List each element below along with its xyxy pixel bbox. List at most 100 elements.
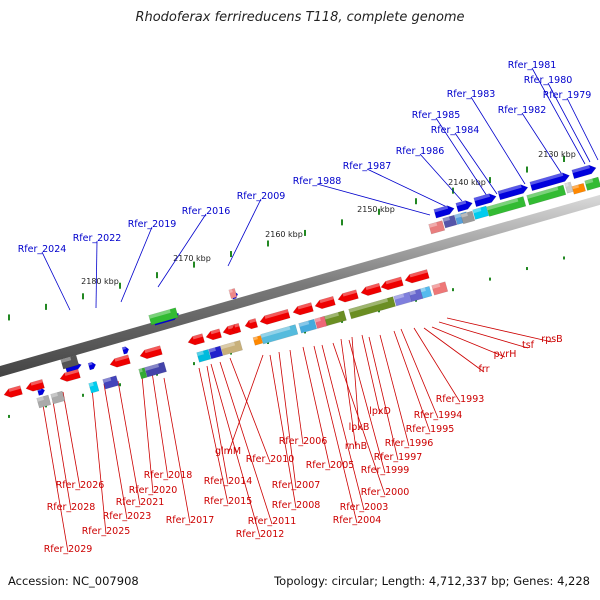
reverse-gene-label[interactable]: Rfer_2008 xyxy=(272,500,321,511)
forward-gene-label[interactable]: Rfer_1984 xyxy=(431,125,480,136)
reverse-gene-arrow[interactable] xyxy=(337,289,359,304)
gene-box[interactable] xyxy=(88,380,100,394)
forward-gene-label[interactable]: Rfer_1982 xyxy=(498,105,547,116)
reverse-gene-label[interactable]: Rfer_2010 xyxy=(246,454,295,465)
forward-gene-label[interactable]: Rfer_1980 xyxy=(524,75,573,86)
reverse-gene-label[interactable]: Rfer_2012 xyxy=(236,529,285,540)
forward-gene-arrow[interactable] xyxy=(473,192,498,208)
gene-box[interactable] xyxy=(220,340,243,356)
forward-gene-arrow[interactable] xyxy=(455,199,474,213)
reverse-gene-label[interactable]: lpxB xyxy=(349,422,370,433)
reverse-gene-arrow[interactable] xyxy=(59,368,81,383)
reverse-gene-arrow[interactable] xyxy=(292,302,314,317)
reverse-gene-arrow[interactable] xyxy=(380,276,404,292)
gene-box[interactable] xyxy=(208,345,224,360)
gene-box[interactable] xyxy=(419,285,433,299)
forward-gene-label[interactable]: Rfer_2009 xyxy=(237,191,286,202)
forward-gene-arrow[interactable] xyxy=(121,346,130,355)
forward-gene-arrow[interactable] xyxy=(87,361,97,371)
forward-gene-label[interactable]: Rfer_2016 xyxy=(182,206,231,217)
reverse-gene-arrow[interactable] xyxy=(187,333,205,347)
forward-gene-label[interactable]: Rfer_1988 xyxy=(293,176,342,187)
gene-box[interactable] xyxy=(36,394,52,409)
reverse-gene-label[interactable]: Rfer_2018 xyxy=(144,470,193,481)
reverse-gene-label[interactable]: Rfer_2006 xyxy=(279,436,328,447)
gene-box[interactable] xyxy=(442,214,458,229)
gene-box[interactable] xyxy=(144,361,167,378)
reverse-gene-label[interactable]: lpxD xyxy=(369,406,391,417)
forward-gene-label[interactable]: Rfer_1983 xyxy=(447,89,496,100)
gene-box[interactable] xyxy=(584,176,600,191)
reverse-gene-label[interactable]: pyrH xyxy=(494,349,517,360)
reverse-gene-arrow[interactable] xyxy=(109,354,131,369)
forward-gene-label[interactable]: Rfer_2024 xyxy=(18,244,67,255)
forward-gene-arrow[interactable] xyxy=(571,164,598,180)
forward-gene-label[interactable]: Rfer_1987 xyxy=(343,161,392,172)
reverse-gene-arrow[interactable] xyxy=(404,269,430,284)
gene-box[interactable] xyxy=(486,196,527,217)
forward-gene-label[interactable]: Rfer_1986 xyxy=(396,146,445,157)
gene-box[interactable] xyxy=(148,307,179,326)
reverse-gene-label[interactable]: Rfer_2020 xyxy=(129,485,178,496)
reverse-gene-label[interactable]: Rfer_1997 xyxy=(374,452,423,463)
reverse-gene-arrow[interactable] xyxy=(244,318,259,330)
gene-box[interactable] xyxy=(460,210,476,225)
gene-box[interactable] xyxy=(431,281,449,296)
reverse-gene-arrow[interactable] xyxy=(25,379,45,393)
forward-gene-arrow[interactable] xyxy=(529,171,571,192)
forward-gene-label[interactable]: Rfer_2022 xyxy=(73,233,122,244)
reverse-gene-label[interactable]: rnhB xyxy=(345,441,367,452)
reverse-gene-arrow[interactable] xyxy=(231,322,242,334)
reverse-gene-arrow[interactable] xyxy=(3,385,23,400)
reverse-gene-label[interactable]: Rfer_2029 xyxy=(44,544,93,555)
reverse-gene-label[interactable]: Rfer_2026 xyxy=(56,480,105,491)
reverse-gene-arrow[interactable] xyxy=(360,282,382,297)
reverse-gene-label[interactable]: Rfer_2023 xyxy=(103,511,152,522)
reverse-gene-label[interactable]: Rfer_2000 xyxy=(361,487,410,498)
forward-gene-arrow[interactable] xyxy=(433,204,456,219)
gene-box[interactable] xyxy=(102,375,120,390)
forward-gene-label[interactable]: Rfer_1985 xyxy=(412,110,461,121)
gene-box[interactable] xyxy=(348,296,396,320)
forward-gene-label[interactable]: Rfer_1979 xyxy=(543,90,592,101)
reverse-gene-label[interactable]: Rfer_2007 xyxy=(272,480,321,491)
gene-box[interactable] xyxy=(138,367,148,380)
reverse-gene-arrow[interactable] xyxy=(314,295,336,310)
reverse-gene-label[interactable]: Rfer_2014 xyxy=(204,476,253,487)
reverse-gene-label[interactable]: Rfer_2017 xyxy=(166,515,215,526)
reverse-gene-label[interactable]: Rfer_1994 xyxy=(414,410,463,421)
reverse-gene-label[interactable]: Rfer_2011 xyxy=(248,516,297,527)
gene-box[interactable] xyxy=(260,324,299,345)
gene-box[interactable] xyxy=(298,318,318,334)
gene-box[interactable] xyxy=(314,315,328,329)
gene-box[interactable] xyxy=(472,205,490,220)
reverse-gene-label[interactable]: Rfer_2004 xyxy=(333,515,382,526)
reverse-gene-label[interactable]: Rfer_2025 xyxy=(82,526,131,537)
reverse-gene-label[interactable]: Rfer_2005 xyxy=(306,460,355,471)
reverse-gene-label[interactable]: Rfer_2003 xyxy=(340,502,389,513)
gene-box[interactable] xyxy=(526,184,567,206)
gene-box[interactable] xyxy=(50,390,66,405)
gene-box[interactable] xyxy=(60,354,80,370)
gene-box[interactable] xyxy=(196,349,212,363)
reverse-gene-arrow[interactable] xyxy=(139,345,163,361)
reverse-gene-label[interactable]: Rfer_1996 xyxy=(385,438,434,449)
reverse-gene-arrow[interactable] xyxy=(259,308,291,326)
reverse-gene-arrow[interactable] xyxy=(205,328,222,342)
reverse-gene-label[interactable]: frr xyxy=(479,364,490,375)
forward-gene-label[interactable]: Rfer_1981 xyxy=(508,60,557,71)
reverse-gene-label[interactable]: Rfer_1993 xyxy=(436,394,485,405)
gene-box[interactable] xyxy=(228,288,238,299)
gene-box[interactable] xyxy=(252,335,264,346)
reverse-gene-label[interactable]: Rfer_1995 xyxy=(406,424,455,435)
gene-box[interactable] xyxy=(428,220,446,235)
forward-gene-arrow[interactable] xyxy=(497,183,529,201)
reverse-gene-label[interactable]: Rfer_2015 xyxy=(204,496,253,507)
reverse-gene-label[interactable]: glmM xyxy=(215,446,241,457)
reverse-gene-label[interactable]: Rfer_2028 xyxy=(47,502,96,513)
reverse-gene-label[interactable]: rpsB xyxy=(541,334,562,345)
gene-box[interactable] xyxy=(571,182,586,195)
reverse-gene-label[interactable]: tsf xyxy=(522,340,535,351)
reverse-gene-label[interactable]: Rfer_1999 xyxy=(361,465,410,476)
reverse-gene-label[interactable]: Rfer_2021 xyxy=(116,497,165,508)
